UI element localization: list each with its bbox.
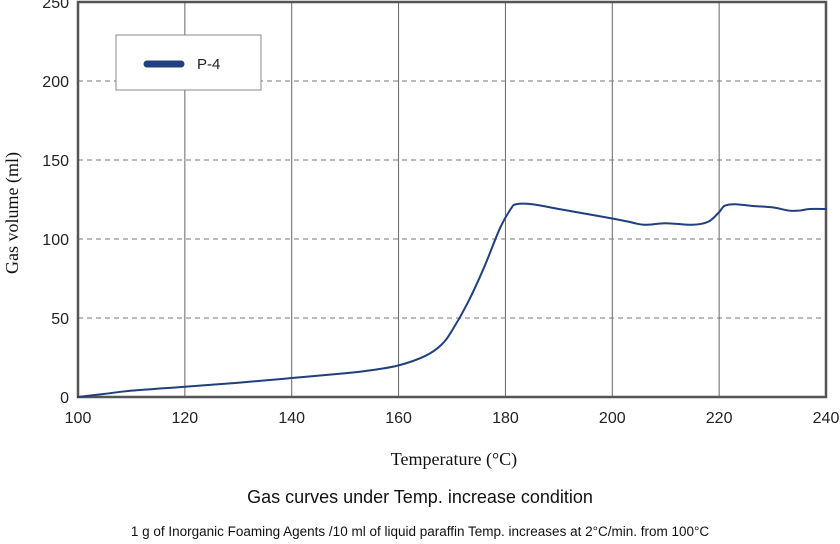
x-tick-label: 180 bbox=[492, 410, 519, 427]
legend-box bbox=[115, 34, 262, 91]
legend: P-4 bbox=[115, 34, 262, 91]
y-tick-label: 50 bbox=[51, 311, 69, 328]
y-tick-label: 200 bbox=[42, 74, 69, 91]
x-axis-ticks: 100 120 140 160 180 200 220 240 bbox=[65, 410, 840, 427]
x-tick-label: 220 bbox=[706, 410, 733, 427]
y-axis-ticks: 0 50 100 150 200 250 bbox=[42, 0, 69, 407]
chart-subtitle: 1 g of Inorganic Foaming Agents /10 ml o… bbox=[130, 524, 710, 539]
y-axis-title: Gas volume (ml) bbox=[2, 152, 23, 274]
y-tick-label: 0 bbox=[60, 390, 69, 407]
gas-volume-chart: 100 120 140 160 180 200 220 240 0 50 100 150 200 250… bbox=[2, 0, 840, 470]
x-tick-label: 160 bbox=[385, 410, 412, 427]
y-tick-label: 100 bbox=[42, 232, 69, 249]
x-tick-label: 140 bbox=[278, 410, 305, 427]
y-tick-label: 250 bbox=[42, 0, 69, 12]
x-axis-title: Temperature (°C) bbox=[391, 449, 517, 470]
legend-label-p4: P-4 bbox=[197, 56, 220, 73]
x-tick-label: 240 bbox=[813, 410, 840, 427]
x-tick-label: 200 bbox=[599, 410, 626, 427]
y-tick-label: 150 bbox=[42, 153, 69, 170]
x-tick-label: 120 bbox=[172, 410, 199, 427]
plot-frame bbox=[76, 0, 828, 399]
x-tick-label: 100 bbox=[65, 410, 92, 427]
series-line-p4 bbox=[77, 202, 827, 398]
chart-title: Gas curves under Temp. increase conditio… bbox=[247, 487, 593, 507]
